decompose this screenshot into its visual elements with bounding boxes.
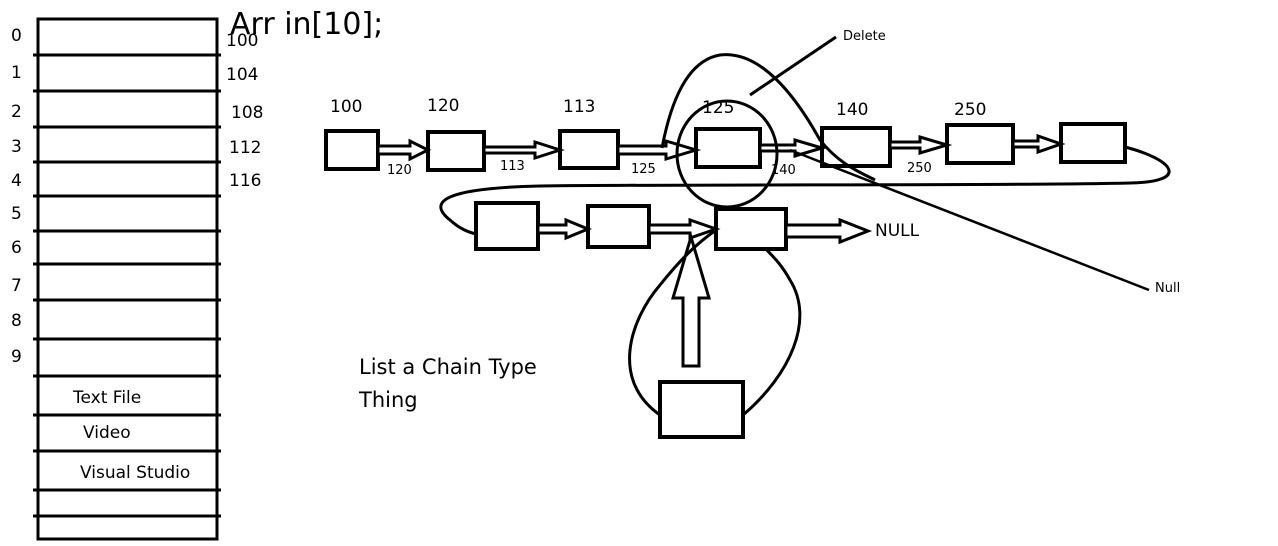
file-label-video: Video bbox=[83, 423, 131, 443]
node-address-label: 100 bbox=[330, 97, 362, 117]
memory-array: 0 1 2 3 4 5 6 7 8 9 100 104 108 112 116 … bbox=[11, 17, 263, 541]
index-label: 5 bbox=[11, 204, 22, 224]
list-node bbox=[474, 201, 540, 251]
list-node bbox=[324, 129, 380, 171]
delete-pointer-line bbox=[749, 35, 837, 97]
delete-loop bbox=[660, 53, 876, 182]
pointer-value-label: 120 bbox=[387, 163, 412, 178]
pointer-arrow bbox=[647, 217, 721, 241]
file-label-text: Text File bbox=[72, 388, 141, 408]
delete-label: Delete bbox=[843, 29, 886, 44]
list-node bbox=[694, 127, 762, 169]
list-node bbox=[586, 204, 651, 249]
index-label: 9 bbox=[11, 347, 22, 367]
insert-loop-curve-right bbox=[742, 248, 802, 417]
delete-annotation: Delete Null bbox=[660, 29, 1180, 296]
list-node bbox=[820, 126, 892, 168]
pointer-arrow bbox=[376, 138, 432, 162]
index-label: 8 bbox=[11, 311, 22, 331]
insert-loop-curve bbox=[628, 228, 717, 417]
note-line-2: Thing bbox=[358, 388, 418, 412]
wrap-around-link bbox=[439, 145, 1171, 236]
index-label: 2 bbox=[11, 102, 22, 122]
pointer-arrow bbox=[758, 137, 828, 159]
inserted-node-group bbox=[628, 228, 802, 439]
pointer-arrow bbox=[784, 217, 873, 245]
inserted-list-node bbox=[658, 380, 745, 439]
pointer-value-label: 125 bbox=[631, 162, 656, 177]
list-node bbox=[714, 207, 788, 251]
pointer-arrow bbox=[482, 139, 565, 161]
null-terminator-label: NULL bbox=[875, 221, 920, 241]
address-label: 108 bbox=[231, 103, 263, 123]
list-node bbox=[1059, 122, 1127, 164]
delete-circle bbox=[675, 99, 779, 209]
note-line-1: List a Chain Type bbox=[359, 355, 537, 379]
address-label: 104 bbox=[226, 65, 258, 85]
list-node bbox=[426, 130, 486, 172]
memory-files: Text File Video Visual Studio bbox=[72, 388, 190, 483]
index-label: 7 bbox=[11, 276, 22, 296]
chain-row-bottom: NULL bbox=[474, 201, 920, 251]
null-pointer-line bbox=[789, 148, 1150, 292]
node-address-label: 140 bbox=[836, 100, 868, 120]
pointer-value-label: 113 bbox=[500, 159, 525, 174]
chain-row-top: 100 120 113 125 140 250 120 113 125 140 … bbox=[324, 96, 1127, 178]
pointer-value-label: 250 bbox=[907, 161, 932, 176]
node-address-label: 113 bbox=[563, 97, 595, 117]
index-label: 1 bbox=[11, 63, 22, 83]
pointer-arrows-top bbox=[376, 133, 1066, 162]
memory-indices: 0 1 2 3 4 5 6 7 8 9 bbox=[11, 26, 22, 367]
memory-addresses: 100 104 108 112 116 bbox=[226, 31, 263, 191]
pointer-arrow bbox=[888, 134, 953, 156]
insert-pointer-arrow bbox=[670, 231, 712, 368]
array-declaration-title: Arr in[10]; bbox=[230, 7, 383, 42]
index-label: 6 bbox=[11, 238, 22, 258]
memory-column bbox=[36, 17, 219, 541]
index-label: 0 bbox=[11, 26, 22, 46]
list-node bbox=[558, 129, 620, 170]
address-label: 116 bbox=[229, 171, 261, 191]
pointer-arrow bbox=[616, 138, 702, 162]
chain-note: List a Chain Type Thing bbox=[358, 355, 537, 412]
node-address-label: 250 bbox=[954, 100, 986, 120]
pointer-value-label: 140 bbox=[771, 163, 796, 178]
index-label: 3 bbox=[11, 137, 22, 157]
file-label-visual-studio: Visual Studio bbox=[80, 463, 190, 483]
address-label: 112 bbox=[229, 138, 261, 158]
node-address-label: 120 bbox=[427, 96, 459, 116]
memory-row-dividers bbox=[33, 53, 221, 518]
null-label: Null bbox=[1155, 281, 1180, 296]
index-label: 4 bbox=[11, 171, 22, 191]
pointer-arrow bbox=[1011, 133, 1066, 155]
pointer-arrow bbox=[536, 217, 592, 241]
address-label: 100 bbox=[226, 31, 258, 51]
list-node bbox=[945, 123, 1015, 165]
